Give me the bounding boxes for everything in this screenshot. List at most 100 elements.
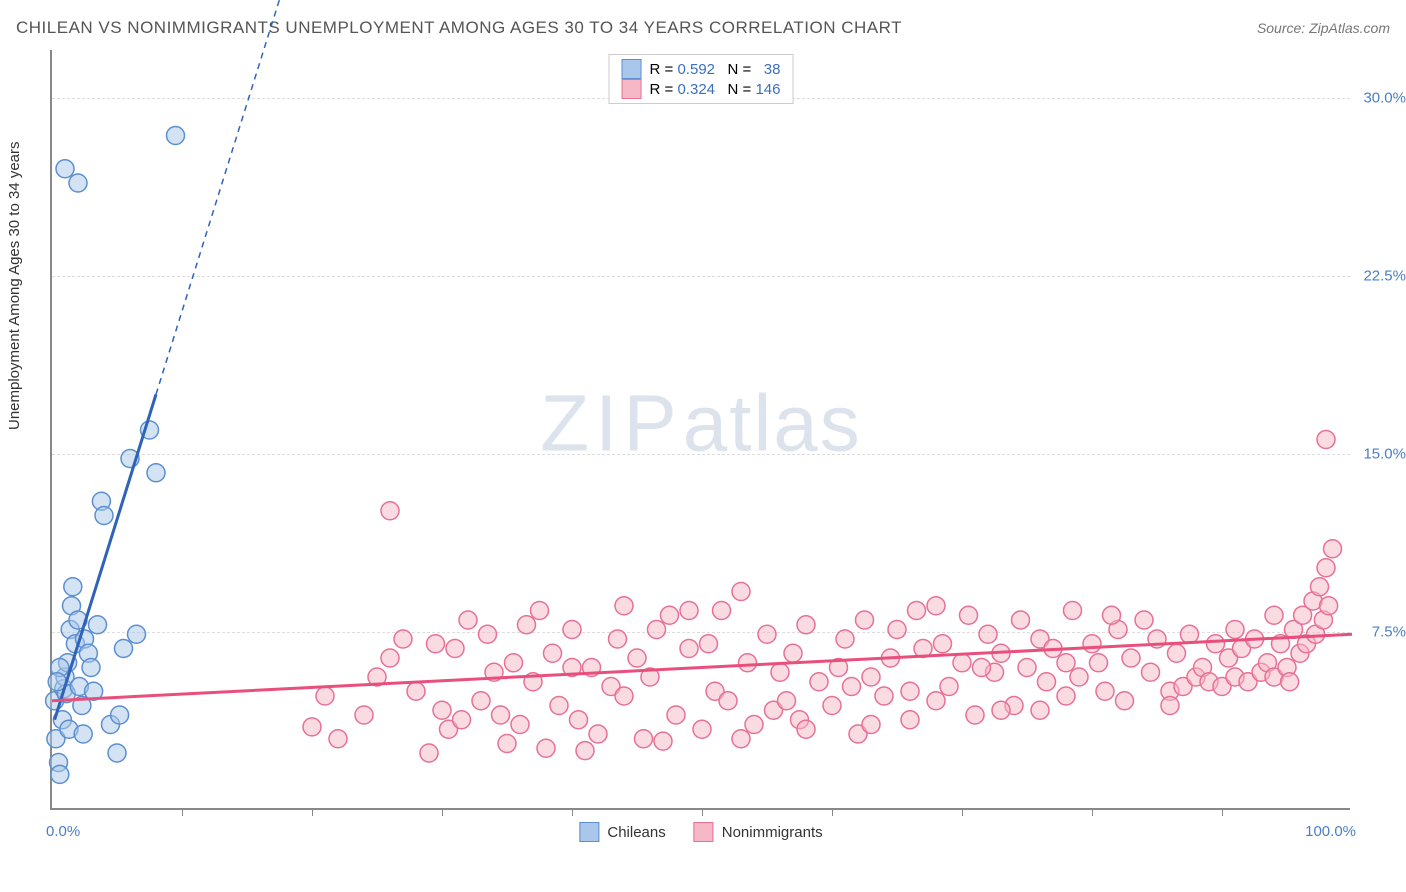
data-point <box>966 706 984 724</box>
data-point <box>1057 687 1075 705</box>
legend-row: R = 0.324 N = 146 <box>622 79 781 99</box>
data-point <box>518 616 536 634</box>
x-tick <box>182 808 183 816</box>
data-point <box>1116 692 1134 710</box>
data-point <box>745 716 763 734</box>
data-point <box>1031 701 1049 719</box>
x-tick <box>1222 808 1223 816</box>
data-point <box>472 692 490 710</box>
data-point <box>784 644 802 662</box>
data-point <box>82 659 100 677</box>
data-point <box>960 606 978 624</box>
data-point <box>479 625 497 643</box>
data-point <box>1161 697 1179 715</box>
data-point <box>1122 649 1140 667</box>
data-point <box>934 635 952 653</box>
data-point <box>940 678 958 696</box>
data-point <box>1320 597 1338 615</box>
trendline <box>55 394 156 719</box>
data-point <box>953 654 971 672</box>
data-point <box>771 663 789 681</box>
x-tick <box>442 808 443 816</box>
data-point <box>1226 621 1244 639</box>
data-point <box>355 706 373 724</box>
data-point <box>1018 659 1036 677</box>
data-point <box>667 706 685 724</box>
data-point <box>407 682 425 700</box>
data-point <box>628 649 646 667</box>
data-point <box>492 706 510 724</box>
data-point <box>927 692 945 710</box>
data-point <box>615 687 633 705</box>
data-point <box>381 649 399 667</box>
x-axis-label-left: 0.0% <box>46 823 80 840</box>
x-tick <box>312 808 313 816</box>
y-tick-label: 22.5% <box>1363 267 1406 284</box>
data-point <box>1142 663 1160 681</box>
data-point <box>719 692 737 710</box>
data-point <box>778 692 796 710</box>
data-point <box>69 174 87 192</box>
data-point <box>732 730 750 748</box>
data-point <box>108 744 126 762</box>
data-point <box>316 687 334 705</box>
y-tick-label: 7.5% <box>1372 623 1406 640</box>
data-point <box>888 621 906 639</box>
data-point <box>862 716 880 734</box>
data-point <box>74 725 92 743</box>
data-point <box>64 578 82 596</box>
data-point <box>875 687 893 705</box>
data-point <box>498 735 516 753</box>
data-point <box>1070 668 1088 686</box>
data-point <box>433 701 451 719</box>
data-point <box>111 706 129 724</box>
data-point <box>453 711 471 729</box>
data-point <box>823 697 841 715</box>
legend-swatch <box>622 59 642 79</box>
data-point <box>303 718 321 736</box>
data-point <box>732 583 750 601</box>
data-point <box>89 616 107 634</box>
data-point <box>511 716 529 734</box>
data-point <box>1012 611 1030 629</box>
chart-svg <box>52 50 1350 808</box>
source-label: Source: ZipAtlas.com <box>1257 20 1390 36</box>
data-point <box>147 464 165 482</box>
data-point <box>635 730 653 748</box>
data-point <box>1317 559 1335 577</box>
data-point <box>1083 635 1101 653</box>
data-point <box>1317 431 1335 449</box>
legend-bottom-item: Nonimmigrants <box>694 822 823 842</box>
data-point <box>680 602 698 620</box>
legend-swatch <box>579 822 599 842</box>
data-point <box>1038 673 1056 691</box>
data-point <box>381 502 399 520</box>
legend-top: R = 0.592 N = 38R = 0.324 N = 146 <box>609 54 794 104</box>
legend-text: R = 0.592 N = 38 <box>650 61 781 78</box>
data-point <box>1064 602 1082 620</box>
data-point <box>576 742 594 760</box>
y-tick-label: 15.0% <box>1363 445 1406 462</box>
x-tick <box>702 808 703 816</box>
data-point <box>570 711 588 729</box>
y-axis-label: Unemployment Among Ages 30 to 34 years <box>6 141 23 430</box>
data-point <box>1090 654 1108 672</box>
data-point <box>661 606 679 624</box>
chart-title: CHILEAN VS NONIMMIGRANTS UNEMPLOYMENT AM… <box>16 18 902 38</box>
data-point <box>713 602 731 620</box>
data-point <box>589 725 607 743</box>
title-bar: CHILEAN VS NONIMMIGRANTS UNEMPLOYMENT AM… <box>16 18 1390 38</box>
x-axis-label-right: 100.0% <box>1305 823 1356 840</box>
data-point <box>1207 635 1225 653</box>
data-point <box>1168 644 1186 662</box>
data-point <box>843 678 861 696</box>
x-tick <box>962 808 963 816</box>
data-point <box>1181 625 1199 643</box>
data-point <box>992 701 1010 719</box>
data-point <box>797 720 815 738</box>
data-point <box>1096 682 1114 700</box>
data-point <box>167 127 185 145</box>
data-point <box>1057 654 1075 672</box>
trendline-dashed <box>156 0 286 394</box>
data-point <box>901 711 919 729</box>
